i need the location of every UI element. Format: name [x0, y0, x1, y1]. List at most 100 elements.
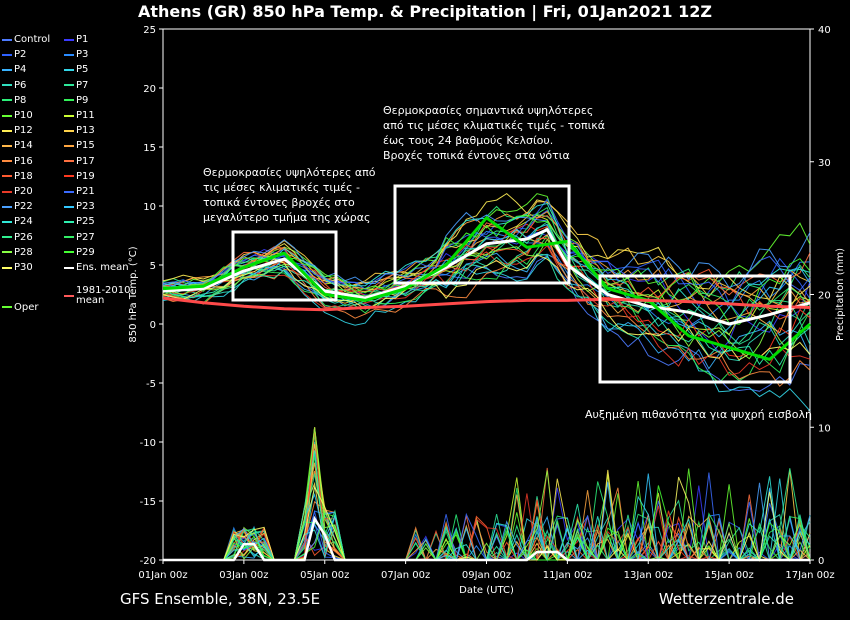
legend-label: P18 [14, 170, 33, 182]
legend-item: P17 [64, 156, 95, 168]
legend-swatch [64, 144, 74, 147]
legend-label: P4 [14, 64, 27, 76]
chart-title: Athens (GR) 850 hPa Temp. & Precipitatio… [138, 2, 712, 21]
legend-item: P4 [2, 64, 26, 76]
legend-label: P12 [14, 125, 33, 137]
legend-swatch [2, 160, 12, 163]
annotation-3-line: Αυξημένη πιθανότητα για ψυχρή εισβολή [585, 408, 812, 421]
site-credit: Wetterzentrale.de [658, 590, 794, 608]
x-tick-label: 07Jan 00z [381, 570, 430, 581]
legend-label: P29 [76, 246, 95, 258]
legend-swatch [2, 205, 12, 208]
legend-item: P14 [2, 140, 33, 152]
annotation-2-line: έως τους 24 βαθμούς Κελσίου. [383, 134, 553, 147]
legend-label: P25 [76, 216, 95, 228]
x-tick-label: 15Jan 00z [704, 570, 753, 581]
x-tick-label: 11Jan 00z [543, 570, 592, 581]
member-line-p30 [162, 254, 811, 361]
legend-label: P16 [14, 155, 33, 167]
annotation-box-2 [393, 184, 571, 285]
legend-label: P22 [14, 201, 33, 213]
y2-tick-label: 30 [818, 158, 831, 169]
legend-swatch [2, 306, 12, 309]
legend-item: P23 [64, 201, 95, 213]
legend-swatch [2, 236, 12, 239]
y-tick-label: 25 [143, 25, 156, 36]
member-line-p23 [162, 223, 811, 338]
legend-swatch [2, 175, 12, 178]
legend-item: P22 [2, 201, 33, 213]
legend-label: P17 [76, 155, 95, 167]
legend-item: P2 [2, 49, 26, 61]
member-line-p5 [162, 256, 811, 412]
y-tick-label: 10 [143, 202, 156, 213]
y-tick-label: 20 [143, 84, 156, 95]
legend-item: P28 [2, 247, 33, 259]
legend-label: P19 [76, 170, 95, 182]
y-tick-label: 5 [150, 261, 156, 272]
legend-item: P24 [2, 216, 33, 228]
x-tick-label: 17Jan 00z [785, 570, 834, 581]
legend-item: P25 [64, 216, 95, 228]
legend-item: P8 [2, 95, 26, 107]
member-line-p28 [162, 238, 811, 360]
legend-swatch [64, 114, 74, 117]
legend-swatch [64, 205, 74, 208]
legend-swatch [2, 190, 12, 193]
y-tick-label: -20 [140, 556, 156, 567]
x-tick-label: 03Jan 00z [219, 570, 268, 581]
legend-item: Control [2, 34, 50, 46]
legend-swatch [64, 266, 74, 269]
legend-label: P14 [14, 140, 33, 152]
legend-swatch [64, 175, 74, 178]
legend-label: P11 [76, 110, 95, 121]
climate-mean-line [162, 296, 811, 312]
legend-label: P6 [14, 79, 27, 91]
annotation-box-3 [598, 274, 792, 384]
legend-label: P26 [14, 231, 33, 243]
legend-swatch [64, 99, 74, 102]
legend-label: P2 [14, 49, 27, 61]
legend-label: P7 [76, 79, 89, 91]
x-tick-label: 05Jan 00z [300, 570, 349, 581]
annotation-1-line: Θερμοκρασίες υψηλότερες από [203, 166, 376, 179]
member-line-p22 [162, 211, 811, 289]
legend-item: P10 [2, 110, 33, 122]
legend-swatch [64, 68, 74, 71]
y2-axis-label: Precipitation (mm) [835, 248, 846, 341]
legend-label: P24 [14, 216, 33, 228]
member-line-p20 [162, 244, 811, 376]
y-tick-label: -5 [146, 379, 156, 390]
legend-item: P20 [2, 186, 33, 198]
legend-swatch [64, 129, 74, 132]
y-axis-label: 850 hPa Temp. (°C) [128, 246, 139, 342]
member-line-p16 [162, 240, 811, 387]
annotation-1-line: τις μέσες κλιματικές τιμές - [203, 181, 360, 194]
legend-swatch [2, 99, 12, 102]
y2-tick-label: 0 [818, 556, 824, 567]
legend-item: P9 [64, 95, 88, 107]
legend-swatch [64, 160, 74, 163]
legend-swatch [64, 53, 74, 56]
legend-swatch [64, 295, 74, 298]
legend-label: P30 [14, 262, 33, 273]
legend-label: Control [14, 34, 51, 45]
legend-label: Oper [14, 301, 39, 313]
annotation-1-line: τοπικά έντονες βροχές στο [203, 196, 355, 209]
legend-swatch [2, 220, 12, 223]
y2-tick-label: 20 [818, 291, 831, 302]
legend-item: P19 [64, 171, 95, 183]
member-line-p17 [162, 215, 811, 298]
legend-label: P15 [76, 140, 95, 152]
annotation-2-line: Βροχές τοπικά έντονες στα νότια [383, 149, 570, 162]
annotation-1-line: μεγαλύτερο τμήμα της χώρας [203, 211, 371, 224]
annotation-2-line: Θερμοκρασίες σημαντικά υψηλότερες [383, 104, 593, 117]
member-line-p11 [162, 214, 811, 336]
legend-label: P1 [76, 34, 89, 45]
legend-item: Ens. mean [64, 262, 129, 274]
legend-item: P7 [64, 80, 88, 92]
legend-label: P9 [76, 94, 89, 106]
legend-item: P11 [64, 110, 95, 122]
legend-swatch [64, 38, 74, 41]
